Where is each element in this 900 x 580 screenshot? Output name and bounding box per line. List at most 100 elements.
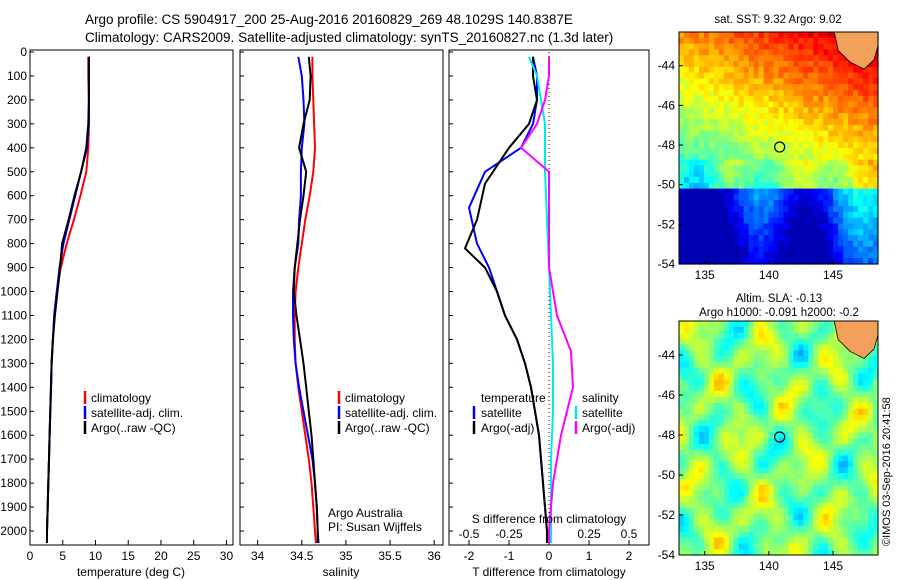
map-cell	[703, 258, 710, 265]
map-cell	[778, 235, 785, 242]
map-cell	[798, 107, 804, 114]
map-cell	[823, 101, 829, 108]
y-tick-label: -54	[658, 548, 676, 562]
map-cell	[813, 443, 819, 451]
map-cell	[833, 432, 839, 439]
map-cell	[858, 508, 864, 515]
map-cell	[683, 211, 690, 219]
map-cell	[863, 188, 869, 195]
map-cell	[768, 200, 775, 207]
argo-float-marker	[774, 141, 786, 153]
map-cell	[803, 385, 809, 392]
map-cell	[679, 55, 685, 62]
map-cell	[748, 408, 755, 416]
map-cell	[803, 531, 809, 539]
map-cell	[738, 95, 745, 103]
map-cell	[698, 514, 705, 521]
map-cell	[838, 508, 844, 515]
map-cell	[753, 217, 760, 224]
map-cell	[738, 420, 745, 427]
map-cell	[713, 142, 720, 149]
map-cell	[703, 240, 710, 248]
map-cell	[833, 414, 839, 422]
map-cell	[718, 443, 725, 451]
map-cell	[813, 84, 819, 91]
map-cell	[753, 473, 760, 480]
map-cell	[798, 338, 804, 345]
map-cell	[823, 426, 829, 433]
map-cell	[803, 136, 809, 143]
map-cell	[793, 37, 799, 45]
map-cell	[808, 119, 814, 126]
map-cell	[828, 338, 834, 345]
y-tick-label: 1300	[0, 356, 27, 370]
map-cell	[679, 496, 685, 503]
map-cell	[773, 217, 780, 224]
map-cell	[758, 321, 765, 328]
map-cell	[783, 188, 790, 195]
map-cell	[683, 130, 690, 137]
map-cell	[738, 101, 745, 108]
map-cell	[683, 344, 690, 351]
map-cell	[843, 356, 849, 363]
map-cell	[818, 531, 824, 539]
map-cell	[713, 519, 720, 527]
map-cell	[803, 397, 809, 404]
map-cell	[688, 379, 695, 386]
map-cell	[808, 177, 814, 184]
map-cell	[723, 432, 730, 439]
map-cell	[763, 235, 770, 242]
map-cell	[803, 543, 809, 550]
map-cell	[778, 95, 785, 103]
map-cell	[708, 508, 715, 515]
map-cell	[713, 408, 720, 416]
map-cell	[803, 443, 809, 451]
map-cell	[728, 95, 735, 103]
map-cell	[833, 217, 839, 224]
map-cell	[873, 223, 879, 230]
map-cell	[693, 350, 700, 357]
map-cell	[758, 252, 765, 259]
map-cell	[868, 240, 874, 248]
map-cell	[758, 473, 765, 480]
map-cell	[748, 206, 755, 213]
map-cell	[853, 113, 859, 120]
map-cell	[868, 130, 874, 137]
map-cell	[679, 177, 685, 184]
map-cell	[743, 258, 750, 265]
map-cell	[738, 252, 745, 259]
map-cell	[808, 61, 814, 68]
map-cell	[683, 373, 690, 381]
map-cell	[798, 502, 804, 509]
map-cell	[738, 332, 745, 340]
map-cell	[838, 136, 844, 143]
map-cell	[773, 361, 780, 369]
map-cell	[713, 467, 720, 474]
map-cell	[863, 367, 869, 375]
map-cell	[863, 258, 869, 265]
map-cell	[733, 246, 740, 253]
map-cell	[788, 402, 795, 410]
map-cell	[848, 455, 854, 462]
map-cell	[828, 367, 834, 375]
map-cell	[733, 414, 740, 422]
map-cell	[728, 101, 735, 108]
map-cell	[823, 61, 829, 68]
map-cell	[808, 490, 814, 498]
map-cell	[768, 194, 775, 201]
map-cell	[868, 206, 874, 213]
map-cell	[873, 188, 879, 195]
map-cell	[838, 124, 844, 132]
map-cell	[828, 182, 834, 190]
map-cell	[803, 142, 809, 149]
temperature-axis-label: temperature (deg C)	[77, 565, 185, 579]
map-cell	[718, 90, 725, 97]
y-tick-label: 300	[7, 117, 27, 131]
map-cell	[718, 484, 725, 492]
map-cell	[833, 55, 839, 62]
map-cell	[788, 414, 795, 422]
map-cell	[808, 90, 814, 97]
map-cell	[813, 502, 819, 509]
map-cell	[708, 32, 715, 39]
map-cell	[848, 72, 854, 79]
